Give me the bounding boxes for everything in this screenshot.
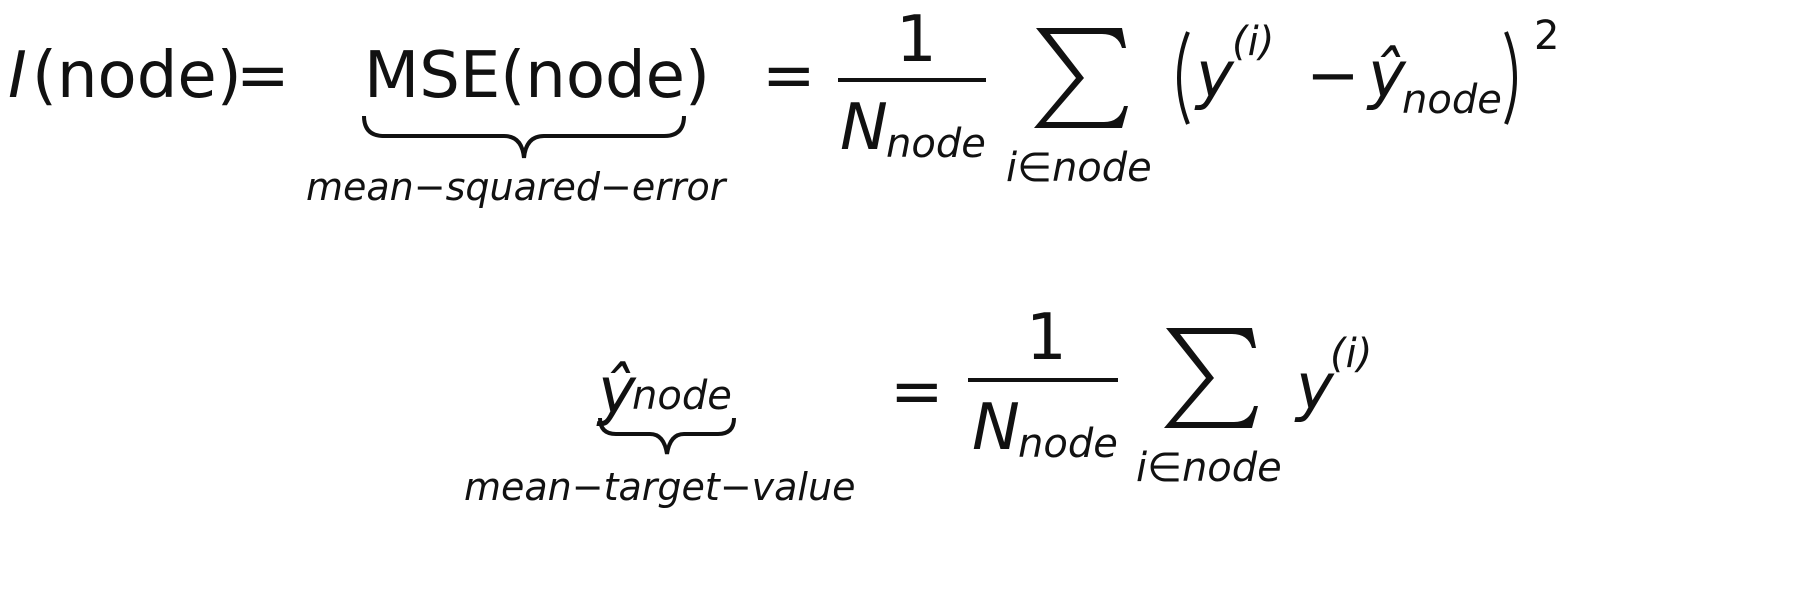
equals-sign-2: = — [762, 39, 816, 113]
fraction-bar-2 — [968, 378, 1118, 382]
underbrace-mse — [362, 115, 686, 159]
mse-underlabel: mean−squared−error — [306, 165, 726, 209]
right-paren-1 — [1504, 31, 1517, 125]
fraction-denominator-sub-1: node — [886, 121, 986, 167]
summation-sign-2 — [1164, 328, 1258, 428]
summation-index-2: i∈node — [1136, 445, 1282, 491]
left-paren-1 — [1177, 31, 1190, 125]
fraction-bar-1 — [838, 78, 986, 82]
y-superscript-2: (i) — [1330, 331, 1373, 377]
y-hat-term-2: ŷ — [598, 355, 636, 429]
impurity-symbol: I — [8, 39, 27, 113]
fraction-denominator-N-1: N — [840, 91, 888, 165]
fraction-denominator-sub-2: node — [1018, 421, 1118, 467]
minus-sign: − — [1306, 39, 1360, 113]
y-superscript-1: (i) — [1232, 19, 1275, 65]
equals-sign-1: = — [236, 39, 290, 113]
summation-index-1: i∈node — [1006, 145, 1152, 191]
y-term-2: y — [1296, 351, 1334, 425]
underbrace-mean — [598, 417, 736, 455]
y-hat-subscript-2: node — [632, 373, 732, 419]
y-term-1: y — [1196, 39, 1234, 113]
fraction-numerator-1: 1 — [896, 3, 937, 77]
y-hat-term-1: ŷ — [1368, 39, 1406, 113]
summation-sign-1 — [1034, 28, 1128, 128]
power-two: 2 — [1534, 13, 1560, 59]
equals-sign-3: = — [890, 355, 944, 429]
fraction-denominator-N-2: N — [972, 391, 1020, 465]
mse-term: MSE(node) — [364, 39, 710, 113]
mean-underlabel: mean−target−value — [464, 465, 856, 509]
impurity-argument: (node) — [32, 39, 242, 113]
fraction-numerator-2: 1 — [1026, 301, 1067, 375]
y-hat-subscript-1: node — [1402, 77, 1502, 123]
